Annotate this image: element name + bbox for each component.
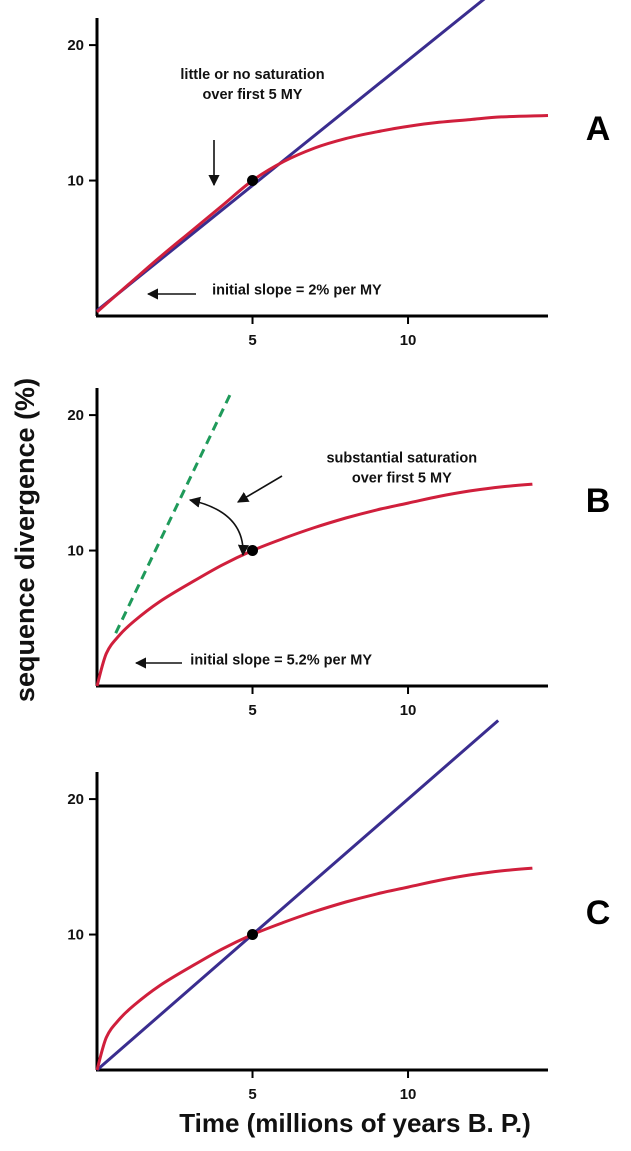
saturation-curve — [95, 482, 533, 687]
initial-slope-dashed-line — [114, 392, 233, 634]
panel-label-c: C — [586, 894, 611, 932]
y-tick-label: 10 — [67, 927, 84, 944]
annotation-text: over first 5 MY — [203, 87, 303, 103]
y-tick-label: 20 — [67, 37, 84, 54]
data-point — [247, 929, 259, 941]
x-tick-label: 10 — [400, 1086, 417, 1103]
y-tick-label: 20 — [67, 791, 84, 808]
annotation-text: substantial saturation — [326, 451, 477, 467]
panel-c-chart: 10 20 5 10 — [67, 719, 548, 1103]
saturation-curve — [95, 866, 533, 1071]
x-tick-label: 10 — [400, 332, 417, 349]
x-tick-label: 5 — [248, 702, 256, 719]
linear-series-line — [96, 0, 486, 312]
x-axis-title: Time (millions of years B. P.) — [179, 1108, 531, 1138]
panel-b-chart: 10 20 5 10 substantial saturation over first … — [67, 388, 548, 719]
x-tick-label: 5 — [248, 1086, 256, 1103]
y-tick-label: 10 — [67, 173, 84, 190]
saturation-curve — [96, 114, 549, 314]
panel-a-chart: 10 20 5 10 little or no saturation over first… — [67, 0, 549, 349]
x-tick-label: 5 — [248, 332, 256, 349]
x-tick-label: 10 — [400, 702, 417, 719]
data-point — [247, 175, 259, 187]
annotation-text: over first 5 MY — [352, 471, 452, 487]
panel-label-b: B — [586, 482, 611, 520]
annotation-text: initial slope = 2% per MY — [212, 282, 382, 298]
curved-double-arrow — [188, 496, 250, 557]
panel-label-a: A — [586, 110, 611, 148]
annotation-arrow — [237, 475, 283, 503]
annotation-text: initial slope = 5.2% per MY — [190, 652, 372, 668]
annotation-text: little or no saturation — [180, 67, 324, 83]
y-tick-label: 20 — [67, 407, 84, 424]
y-axis-title: sequence divergence (%) — [10, 378, 40, 702]
y-tick-label: 10 — [67, 543, 84, 560]
linear-series-line — [96, 719, 500, 1072]
data-point — [247, 545, 259, 557]
